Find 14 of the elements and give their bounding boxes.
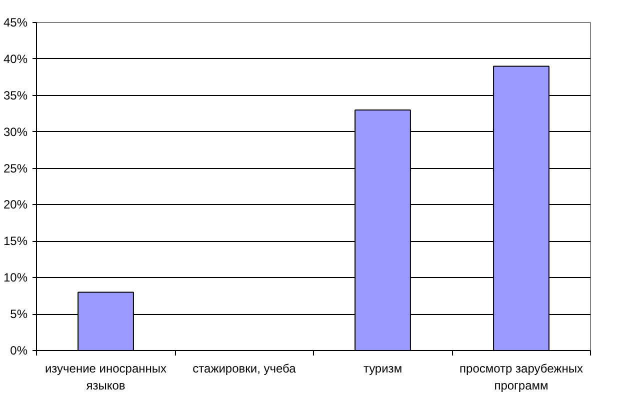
y-tick-label: 30%	[3, 124, 28, 139]
y-tick-label: 25%	[3, 161, 28, 176]
y-tick-label: 0%	[10, 344, 28, 358]
x-tick-label: туризм	[363, 362, 402, 376]
x-tick-label: просмотр зарубежных программ	[460, 362, 583, 392]
y-tick-label: 35%	[3, 88, 28, 102]
y-tick-label: 20%	[3, 198, 28, 212]
y-tick-label: 10%	[3, 270, 28, 285]
x-tick-label: изучение иносранных языков	[44, 362, 167, 392]
y-tick-label: 15%	[3, 234, 28, 248]
y-tick-label: 45%	[3, 16, 28, 30]
y-tick-label: 5%	[10, 307, 28, 322]
x-tick-label: стажировки, учеба	[192, 362, 296, 376]
y-tick-label: 40%	[3, 52, 28, 66]
